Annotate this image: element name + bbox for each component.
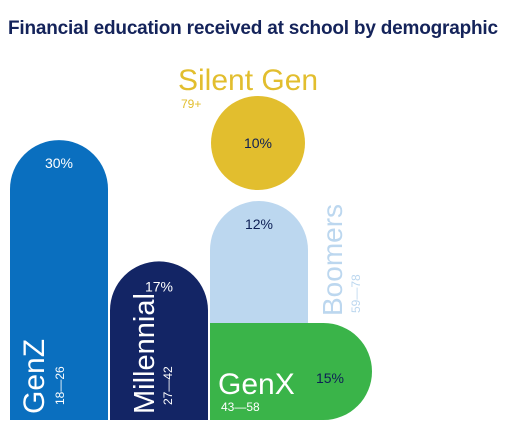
bar-genz: [10, 140, 108, 420]
value-label-boomers: 12%: [245, 216, 273, 232]
age-range-genz: 18—26: [53, 366, 67, 405]
chart-title: Financial education received at school b…: [8, 18, 498, 39]
value-label-millennial: 17%: [145, 278, 173, 294]
age-range-genx: 43—58: [221, 400, 260, 414]
value-label-genz: 30%: [45, 155, 73, 171]
value-label-genx: 15%: [316, 370, 344, 386]
age-range-silent-gen: 79+: [181, 97, 201, 111]
bar-millennial: [110, 261, 208, 420]
category-label-millennial: Millennial: [129, 293, 161, 414]
age-range-boomers: 59—78: [349, 274, 363, 313]
bar-genx: [210, 323, 372, 420]
bar-boomers: [210, 201, 308, 327]
category-label-boomers: Boomers: [317, 204, 348, 316]
category-label-silent-gen: Silent Gen: [178, 64, 318, 97]
category-label-genx: GenX: [218, 368, 295, 401]
value-label-silent-gen: 10%: [244, 135, 272, 151]
age-range-millennial: 27—42: [161, 366, 175, 405]
category-label-genz: GenZ: [18, 339, 51, 414]
bar-silent-gen: [211, 96, 305, 190]
